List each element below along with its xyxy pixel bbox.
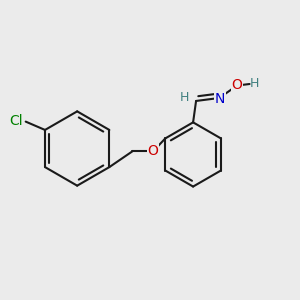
Text: N: N	[215, 92, 225, 106]
Text: H: H	[179, 91, 189, 104]
Text: Cl: Cl	[10, 114, 23, 128]
Text: O: O	[148, 144, 158, 158]
Text: H: H	[250, 77, 260, 90]
Text: O: O	[232, 78, 242, 92]
